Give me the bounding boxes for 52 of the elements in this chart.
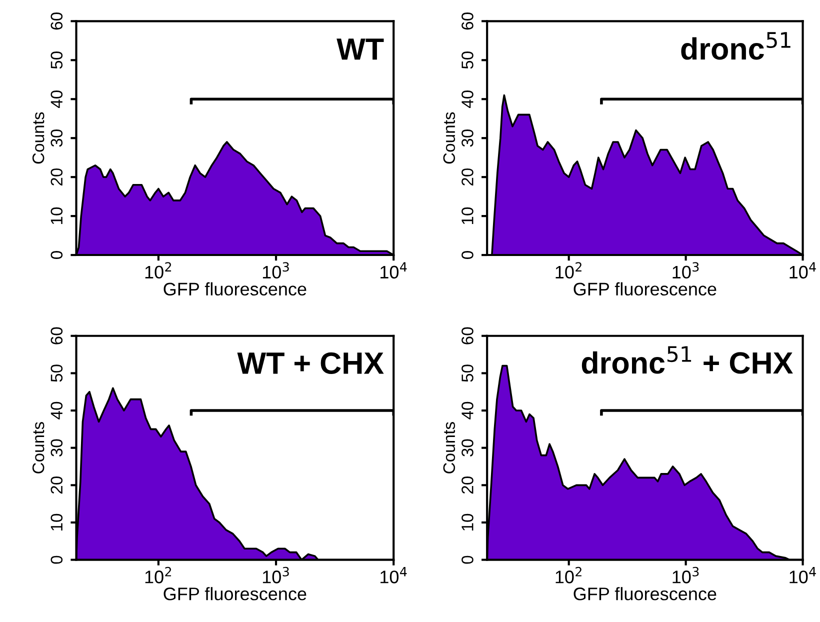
y-tick-label: 10	[50, 514, 63, 530]
x-tick-label: 10$^{2}$	[145, 566, 172, 584]
x-tick-label: 10$^{3}$	[262, 566, 289, 584]
y-tick-label: 40	[462, 402, 474, 420]
y-tick-label: 20	[462, 476, 474, 494]
x-tick-label: 10$^{4}$	[790, 567, 816, 584]
y-tick-label: 60	[50, 12, 63, 30]
x-tick-label: 10$^{3}$	[262, 262, 289, 279]
y-tick-label: 20	[50, 476, 63, 494]
y-axis-title: Counts	[32, 422, 44, 474]
x-tick-label: 10$^{2}$	[556, 262, 582, 279]
y-tick-label: 20	[50, 168, 63, 186]
y-axis-title: Counts	[443, 422, 456, 474]
x-axis-title: GFP fluorescence	[164, 587, 306, 600]
y-tick-label: 30	[462, 439, 474, 456]
x-tick-label: 10$^{2}$	[556, 566, 582, 584]
y-tick-label: 50	[50, 52, 63, 69]
y-tick-label: 40	[50, 402, 63, 420]
y-tick-label: 60	[50, 327, 63, 344]
x-axis-title: GFP fluorescence	[574, 587, 716, 600]
y-tick-label: 50	[50, 364, 63, 382]
x-tick-label: 10$^{4}$	[790, 262, 816, 279]
y-tick-label: 40	[462, 90, 474, 108]
chart-title: dronc$^{51}$	[681, 32, 790, 60]
y-tick-label: 60	[462, 327, 474, 344]
x-tick-label: 10$^{4}$	[380, 262, 407, 279]
x-tick-label: 10$^{4}$	[380, 567, 407, 584]
y-tick-label: 10	[462, 207, 474, 224]
y-tick-label: 60	[462, 12, 474, 30]
x-tick-label: 10$^{2}$	[145, 262, 172, 279]
y-tick-label: 0	[462, 251, 474, 260]
y-tick-label: 50	[462, 364, 474, 382]
y-tick-label: 0	[50, 556, 63, 564]
chart-title: WT	[336, 38, 384, 60]
y-tick-label: 0	[50, 251, 63, 260]
y-tick-label: 10	[462, 514, 474, 530]
y-tick-label: 50	[462, 52, 474, 69]
y-tick-label: 30	[462, 129, 474, 147]
y-tick-label: 10	[50, 207, 63, 224]
y-axis-title: Counts	[32, 112, 44, 164]
y-tick-label: 30	[50, 129, 63, 147]
chart-title: WT + CHX	[237, 352, 384, 374]
y-tick-label: 0	[462, 556, 474, 564]
chart-title: dronc$^{51}$ + CHX	[582, 346, 793, 374]
x-axis-title: GFP fluorescence	[164, 282, 306, 296]
x-axis-title: GFP fluorescence	[574, 282, 716, 296]
x-tick-label: 10$^{3}$	[672, 262, 699, 279]
y-tick-label: 30	[50, 439, 63, 456]
y-tick-label: 40	[50, 90, 63, 108]
x-tick-label: 10$^{3}$	[672, 566, 699, 584]
y-tick-label: 20	[462, 168, 474, 186]
y-axis-title: Counts	[443, 112, 456, 164]
